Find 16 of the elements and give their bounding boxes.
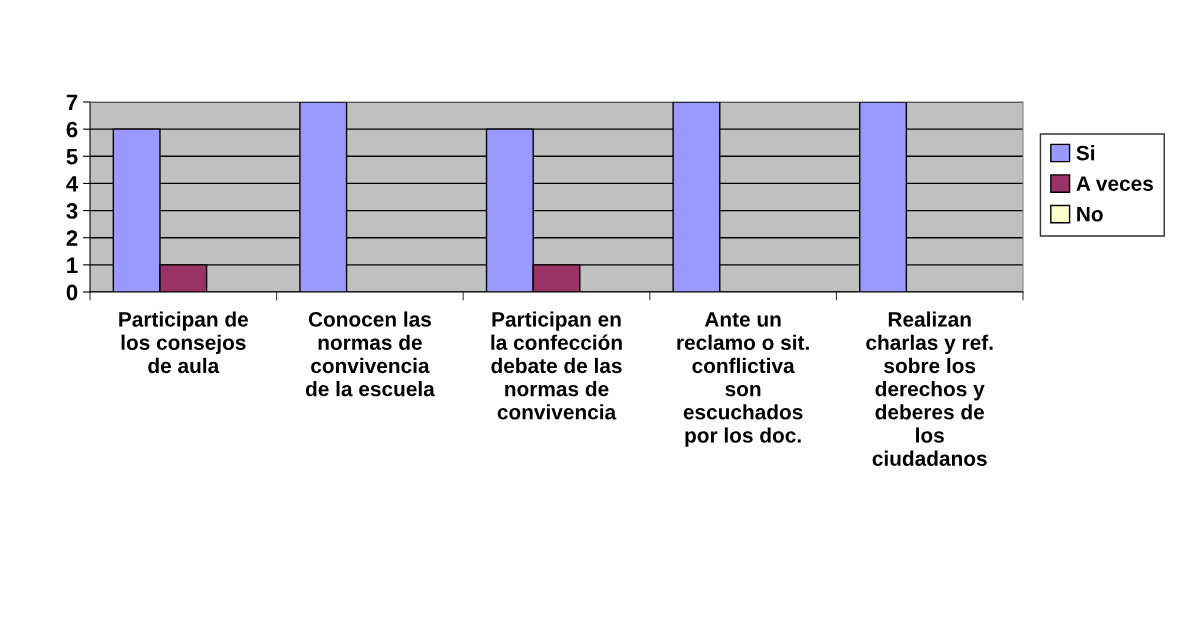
x-tick-label: Conocen las normas de convivencia de la escuela	[305, 311, 435, 397]
y-tick-label: 3	[66, 203, 78, 219]
y-tick-label: 5	[66, 149, 78, 165]
x-tick-label: Participan en la confección debate de las normas de convivencia	[491, 311, 622, 420]
y-tick-label: 1	[67, 257, 78, 273]
legend-label: A veces	[1076, 176, 1153, 191]
x-tick-label: Ante un reclamo o sit. conflictiva son escuchados por los doc.	[677, 312, 809, 447]
legend-label: Si	[1076, 145, 1095, 161]
y-tick-label: 4	[66, 176, 79, 192]
x-tick-label: Participan de los consejos de aula	[119, 311, 249, 374]
legend-label: No	[1077, 207, 1103, 222]
y-tick-label: 2	[66, 230, 78, 246]
y-tick-label: 7	[66, 94, 78, 111]
y-tick-label: 0	[66, 284, 78, 301]
y-tick-label: 6	[66, 121, 78, 138]
x-tick-label: Realizan charlas y ref. sobre los derechos y deberes de los ciudadanos	[866, 311, 993, 466]
